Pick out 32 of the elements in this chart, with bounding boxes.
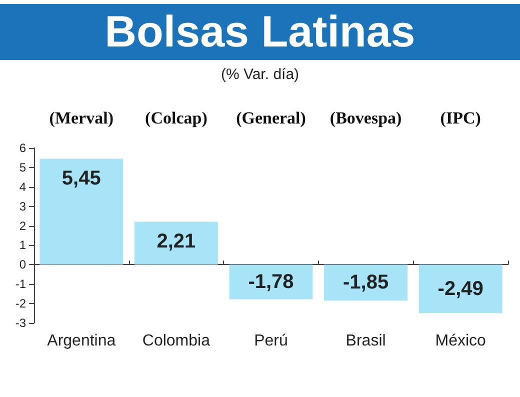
chart-title: Bolsas Latinas (104, 8, 416, 56)
bar (324, 264, 408, 301)
x-tick-label: Perú (254, 332, 288, 350)
x-tick-label: México (435, 332, 486, 350)
data-label: -1,85 (343, 272, 389, 294)
bar (134, 222, 218, 265)
bar (40, 158, 124, 265)
data-label: -2,49 (438, 278, 484, 300)
y-tick-label: -1 (15, 277, 26, 292)
x-tick-label: Brasil (346, 332, 386, 350)
y-tick-label: 1 (19, 238, 26, 252)
text: (Bovespa) (330, 108, 402, 128)
y-tick-label: 6 (19, 141, 26, 155)
text: (Colcap) (145, 108, 208, 128)
data-label: 5,45 (62, 168, 101, 190)
y-tick-label: 2 (19, 218, 26, 233)
x-tick-label: Argentina (47, 332, 116, 350)
y-tick-label: 5 (19, 160, 26, 174)
x-tick-label: Colombia (142, 332, 210, 350)
bar (418, 264, 502, 314)
chart-subtitle: (% Var. día) (220, 66, 300, 83)
bar (229, 264, 313, 300)
text: (Merval) (49, 108, 114, 128)
data-label: -1,78 (248, 270, 294, 293)
y-tick-label: 0 (19, 258, 26, 272)
y-tick-label: 3 (19, 199, 26, 214)
y-tick-label: -3 (15, 316, 26, 330)
y-tick-label: 4 (19, 180, 26, 194)
text: (General) (236, 108, 306, 128)
data-label: 2,21 (156, 230, 196, 253)
text: (IPC) (440, 108, 481, 128)
y-tick-label: -2 (15, 296, 26, 311)
